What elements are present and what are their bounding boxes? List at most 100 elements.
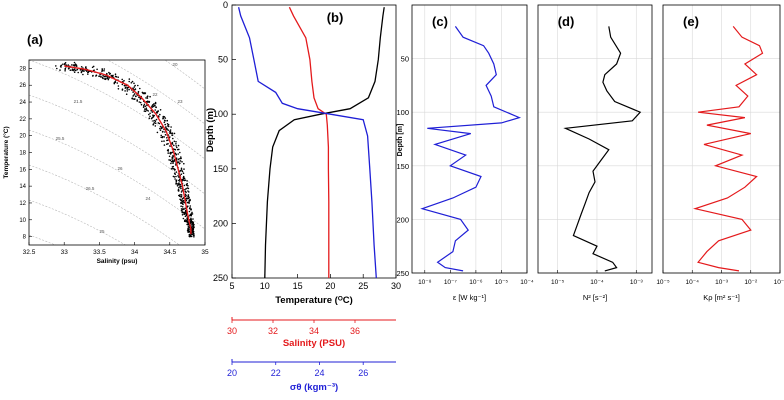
density-contour (29, 199, 126, 245)
x-tick-label-temperature: 15 (293, 281, 303, 291)
scatter-point (125, 86, 127, 89)
scatter-point (146, 95, 149, 97)
scatter-point (177, 175, 179, 177)
scatter-point (154, 102, 157, 105)
scatter-point (132, 87, 134, 89)
scatter-point (167, 142, 169, 145)
scatter-point (137, 90, 140, 93)
y-tick-label-b: 200 (213, 218, 228, 228)
scatter-point (103, 70, 105, 72)
scatter-point (166, 137, 168, 139)
scatter-point (148, 100, 151, 103)
scatter-point (188, 235, 191, 237)
profile-n2 (563, 26, 642, 272)
y-tick-label-c: 50 (401, 55, 409, 64)
x-tick-label-salinity: 36 (350, 326, 360, 336)
scatter-point (179, 160, 182, 162)
y-tick-label-a: 10 (19, 218, 26, 224)
x-tick-label-temperature: 20 (325, 281, 335, 291)
scatter-point (164, 123, 166, 126)
scatter-point (145, 107, 148, 109)
scatter-point (100, 76, 102, 78)
scatter-point (175, 145, 177, 147)
y-tick-label-a: 24 (19, 100, 26, 106)
scatter-point (142, 92, 144, 95)
x-tick-label-d: 10⁻³ (630, 279, 644, 286)
scatter-point (187, 222, 189, 225)
scatter-point (121, 83, 124, 86)
scatter-point (193, 226, 195, 228)
scatter-point (150, 117, 153, 120)
x-tick-label-a: 33.5 (93, 249, 106, 256)
scatter-point (138, 101, 141, 103)
scatter-point (184, 190, 187, 193)
scatter-point (190, 219, 193, 222)
y-tick-label-a: 18 (19, 151, 26, 157)
scatter-point (192, 234, 195, 237)
y-axis-title-b: Depth (m) (205, 108, 216, 152)
scatter-point (117, 76, 119, 78)
scatter-point (72, 64, 75, 66)
y-axis-title-c: Depth [m] (397, 124, 404, 157)
profile-sigma-theta (237, 7, 377, 279)
scatter-point (144, 108, 146, 110)
x-tick-label-a: 33 (61, 249, 69, 256)
scatter-point (91, 66, 94, 69)
scatter-point (142, 106, 145, 108)
scatter-point (132, 91, 134, 93)
profile-krho (692, 26, 764, 272)
scatter-point (161, 131, 164, 133)
x-tick-label-a: 34.5 (163, 249, 176, 256)
scatter-point (163, 144, 166, 146)
scatter-point (184, 188, 186, 191)
contours-a (9, 0, 249, 245)
y-tick-label-b: 100 (213, 109, 228, 119)
scatter-point (178, 183, 180, 185)
scatter-point (130, 82, 133, 84)
scatter-point (192, 228, 194, 230)
scatter-point (107, 77, 110, 79)
contour-label: 23 (177, 99, 183, 104)
scatter-point (181, 208, 184, 210)
contour-label: 21.5 (74, 99, 83, 104)
x-axis-title-salinity: Salinity (PSU) (283, 338, 345, 349)
density-contour (9, 0, 249, 91)
scatter-point (171, 160, 173, 163)
scatter-point (126, 86, 129, 89)
mean-ts-curve (64, 65, 192, 235)
y-tick-label-c: 100 (396, 108, 409, 117)
scatter-point (114, 73, 117, 75)
scatter-point (128, 80, 130, 83)
scatter-point (101, 68, 103, 70)
scatter-point (160, 136, 162, 139)
scatter-point (139, 101, 142, 104)
scatter-point (190, 235, 193, 238)
scatter-point (154, 119, 156, 122)
x-tick-label-c: 10⁻⁸ (418, 279, 432, 286)
scatter-point (139, 87, 141, 90)
y-tick-label-b: 150 (213, 164, 228, 174)
scatter-point (103, 68, 106, 70)
scatter-point (153, 122, 156, 124)
scatter-point (181, 161, 183, 163)
scatter-point (159, 113, 161, 116)
scatter-point (159, 125, 162, 128)
scatter-point (166, 119, 168, 122)
x-axis-title-c: ε [W kg⁻¹] (453, 293, 486, 302)
y-tick-label-a: 14 (19, 184, 26, 190)
scatter-point (147, 100, 149, 102)
axes-frame-b (231, 4, 397, 279)
x-tick-label-sigma: 20 (227, 368, 237, 378)
scatter-point (164, 117, 167, 119)
axes-frame-e (662, 4, 781, 274)
scatter-point (126, 88, 128, 90)
scatter-point (152, 105, 155, 108)
panel-e-label: (e) (683, 14, 699, 29)
profile-epsilon (420, 26, 522, 272)
scatter-point (172, 154, 174, 157)
scatter-point (181, 202, 184, 205)
scatter-point (173, 144, 175, 147)
x-axis-title-a: Salinity (psu) (97, 258, 138, 265)
scatter-point (167, 139, 169, 141)
